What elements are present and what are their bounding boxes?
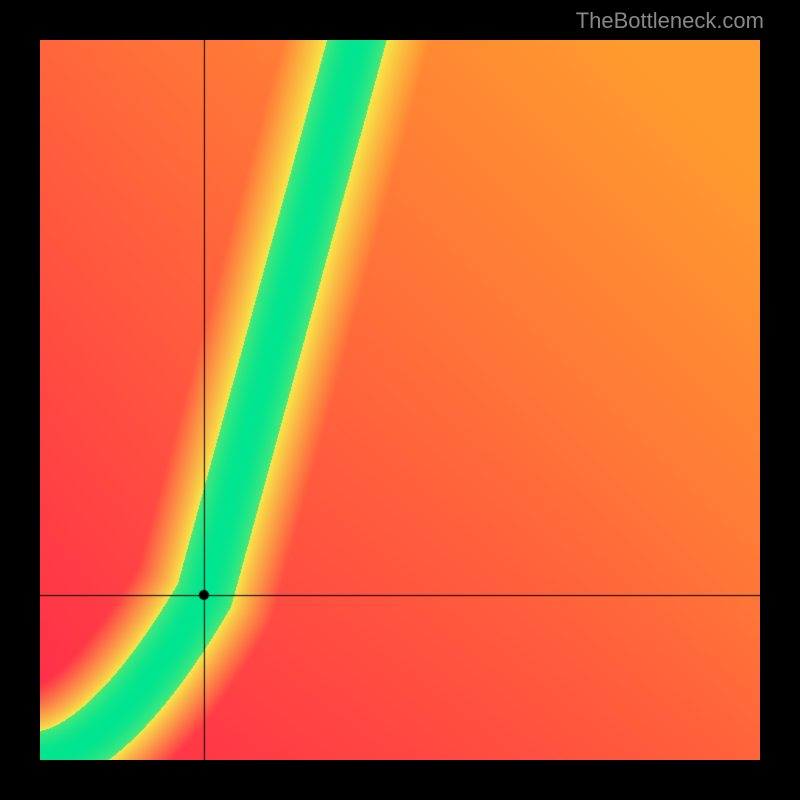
watermark-text: TheBottleneck.com: [576, 8, 764, 34]
heatmap-chart: [40, 40, 760, 760]
heatmap-canvas: [40, 40, 760, 760]
